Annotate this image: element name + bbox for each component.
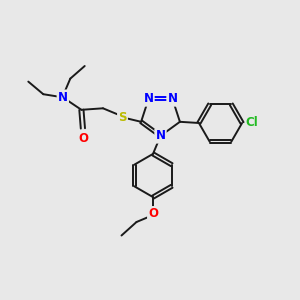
Text: N: N: [143, 92, 154, 106]
Text: N: N: [58, 91, 68, 104]
Text: O: O: [78, 132, 88, 145]
Text: Cl: Cl: [246, 116, 259, 130]
Text: N: N: [155, 129, 166, 142]
Text: S: S: [118, 111, 127, 124]
Text: O: O: [148, 207, 158, 220]
Text: N: N: [167, 92, 178, 106]
